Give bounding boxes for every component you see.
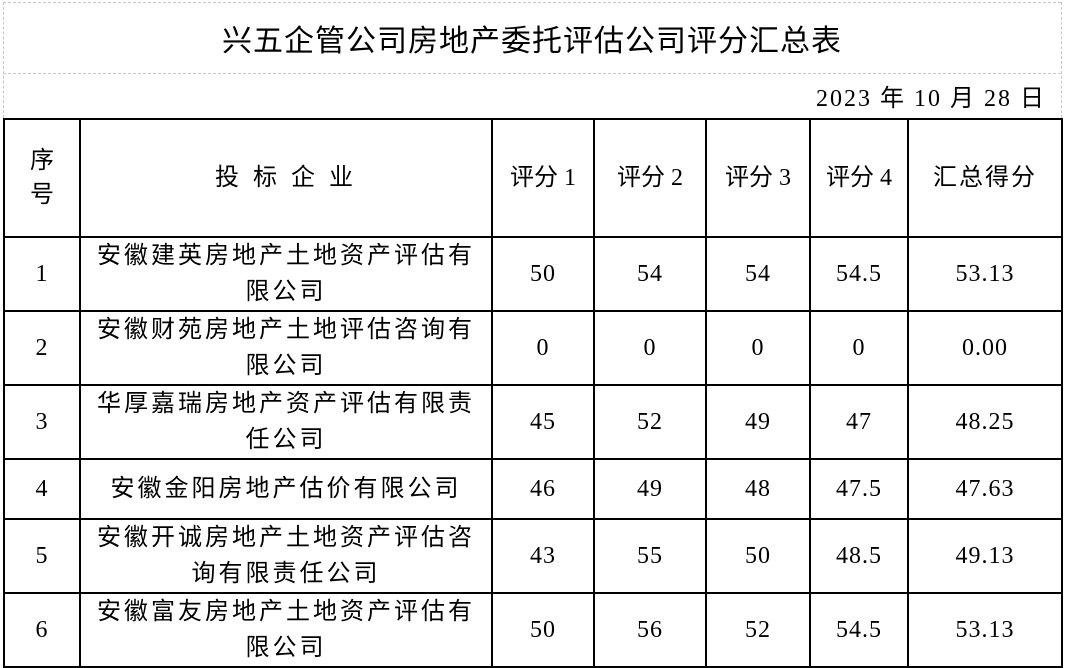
header-score2: 评分 2 [593, 118, 707, 238]
cell-score2: 55 [593, 518, 707, 594]
cell-score3: 0 [705, 310, 811, 386]
cell-score2: 52 [593, 384, 707, 460]
cell-total: 49.13 [907, 518, 1063, 594]
header-index: 序号 [3, 118, 81, 238]
cell-index: 3 [3, 384, 81, 460]
table-row: 1 安徽建英房地产土地资产评估有限公司 50 54 54 54.5 53.13 [3, 236, 1063, 312]
table-row: 4 安徽金阳房地产估价有限公司 46 49 48 47.5 47.63 [3, 458, 1063, 520]
cell-score3: 52 [705, 592, 811, 668]
header-score3: 评分 3 [705, 118, 811, 238]
cell-score1: 43 [491, 518, 595, 594]
header-score1: 评分 1 [491, 118, 595, 238]
cell-score1: 50 [491, 592, 595, 668]
cell-total: 53.13 [907, 592, 1063, 668]
cell-score4: 47.5 [809, 458, 909, 520]
cell-score1: 46 [491, 458, 595, 520]
cell-score1: 0 [491, 310, 595, 386]
cell-score3: 48 [705, 458, 811, 520]
score-table: 序号 投 标 企 业 评分 1 评分 2 评分 3 评分 4 汇总得分 1 安徽建… [3, 118, 1063, 668]
cell-score1: 45 [491, 384, 595, 460]
cell-score2: 49 [593, 458, 707, 520]
table-row: 5 安徽开诚房地产土地资产评估咨询有限责任公司 43 55 50 48.5 49.13 [3, 518, 1063, 594]
report-date: 2023 年 10 月 28 日 [816, 86, 1046, 112]
table-row: 2 安徽财苑房地产土地评估咨询有限公司 0 0 0 0 0.00 [3, 310, 1063, 386]
cell-index: 4 [3, 458, 81, 520]
cell-company: 安徽金阳房地产估价有限公司 [79, 458, 493, 520]
cell-score2: 54 [593, 236, 707, 312]
cell-score4: 0 [809, 310, 909, 386]
cell-score4: 54.5 [809, 236, 909, 312]
header-company: 投 标 企 业 [79, 118, 493, 238]
cell-index: 2 [3, 310, 81, 386]
cell-total: 53.13 [907, 236, 1063, 312]
cell-index: 1 [3, 236, 81, 312]
cell-score2: 0 [593, 310, 707, 386]
cell-score3: 54 [705, 236, 811, 312]
header-score4: 评分 4 [809, 118, 909, 238]
cell-total: 47.63 [907, 458, 1063, 520]
cell-company: 安徽富友房地产土地资产评估有限公司 [79, 592, 493, 668]
cell-score4: 54.5 [809, 592, 909, 668]
cell-score4: 47 [809, 384, 909, 460]
gridline [1061, 2, 1062, 118]
cell-company: 安徽建英房地产土地资产评估有限公司 [79, 236, 493, 312]
header-row: 序号 投 标 企 业 评分 1 评分 2 评分 3 评分 4 汇总得分 [3, 118, 1063, 238]
cell-total: 48.25 [907, 384, 1063, 460]
gridline [3, 2, 1061, 3]
cell-score3: 50 [705, 518, 811, 594]
gridline [3, 2, 4, 118]
header-total: 汇总得分 [907, 118, 1063, 238]
gridline [3, 73, 1061, 74]
cell-index: 6 [3, 592, 81, 668]
table-row: 3 华厚嘉瑞房地产资产评估有限责任公司 45 52 49 47 48.25 [3, 384, 1063, 460]
cell-company: 安徽开诚房地产土地资产评估咨询有限责任公司 [79, 518, 493, 594]
cell-score4: 48.5 [809, 518, 909, 594]
cell-score1: 50 [491, 236, 595, 312]
table-row: 6 安徽富友房地产土地资产评估有限公司 50 56 52 54.5 53.13 [3, 592, 1063, 668]
cell-company: 安徽财苑房地产土地评估咨询有限公司 [79, 310, 493, 386]
cell-company: 华厚嘉瑞房地产资产评估有限责任公司 [79, 384, 493, 460]
cell-score3: 49 [705, 384, 811, 460]
cell-total: 0.00 [907, 310, 1063, 386]
cell-score2: 56 [593, 592, 707, 668]
cell-index: 5 [3, 518, 81, 594]
page-title: 兴五企管公司房地产委托评估公司评分汇总表 [222, 24, 842, 58]
